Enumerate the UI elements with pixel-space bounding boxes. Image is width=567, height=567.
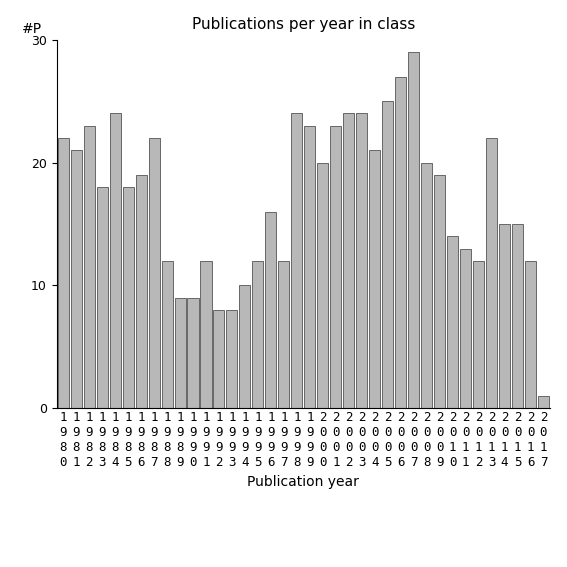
Bar bbox=[291, 113, 302, 408]
Bar bbox=[278, 261, 289, 408]
Bar bbox=[486, 138, 497, 408]
Bar bbox=[213, 310, 225, 408]
Bar bbox=[343, 113, 354, 408]
Bar bbox=[525, 261, 536, 408]
Bar bbox=[447, 236, 458, 408]
Bar bbox=[122, 187, 134, 408]
Bar bbox=[201, 261, 211, 408]
Bar bbox=[356, 113, 367, 408]
Title: Publications per year in class: Publications per year in class bbox=[192, 16, 415, 32]
Bar bbox=[71, 150, 82, 408]
Bar bbox=[382, 101, 393, 408]
Bar bbox=[226, 310, 238, 408]
Bar bbox=[265, 211, 276, 408]
Bar bbox=[252, 261, 264, 408]
Bar bbox=[331, 126, 341, 408]
Bar bbox=[499, 224, 510, 408]
Bar bbox=[460, 248, 471, 408]
Bar bbox=[408, 52, 419, 408]
X-axis label: Publication year: Publication year bbox=[247, 475, 359, 489]
Text: #P: #P bbox=[22, 22, 43, 36]
Bar bbox=[149, 138, 159, 408]
Bar bbox=[512, 224, 523, 408]
Bar bbox=[434, 175, 445, 408]
Bar bbox=[96, 187, 108, 408]
Bar bbox=[175, 298, 185, 408]
Bar bbox=[109, 113, 121, 408]
Bar bbox=[188, 298, 198, 408]
Bar bbox=[304, 126, 315, 408]
Bar bbox=[162, 261, 172, 408]
Bar bbox=[395, 77, 406, 408]
Bar bbox=[84, 126, 95, 408]
Bar bbox=[369, 150, 380, 408]
Bar bbox=[421, 163, 432, 408]
Bar bbox=[136, 175, 147, 408]
Bar bbox=[538, 396, 549, 408]
Bar bbox=[318, 163, 328, 408]
Bar bbox=[239, 285, 251, 408]
Bar bbox=[473, 261, 484, 408]
Bar bbox=[58, 138, 69, 408]
